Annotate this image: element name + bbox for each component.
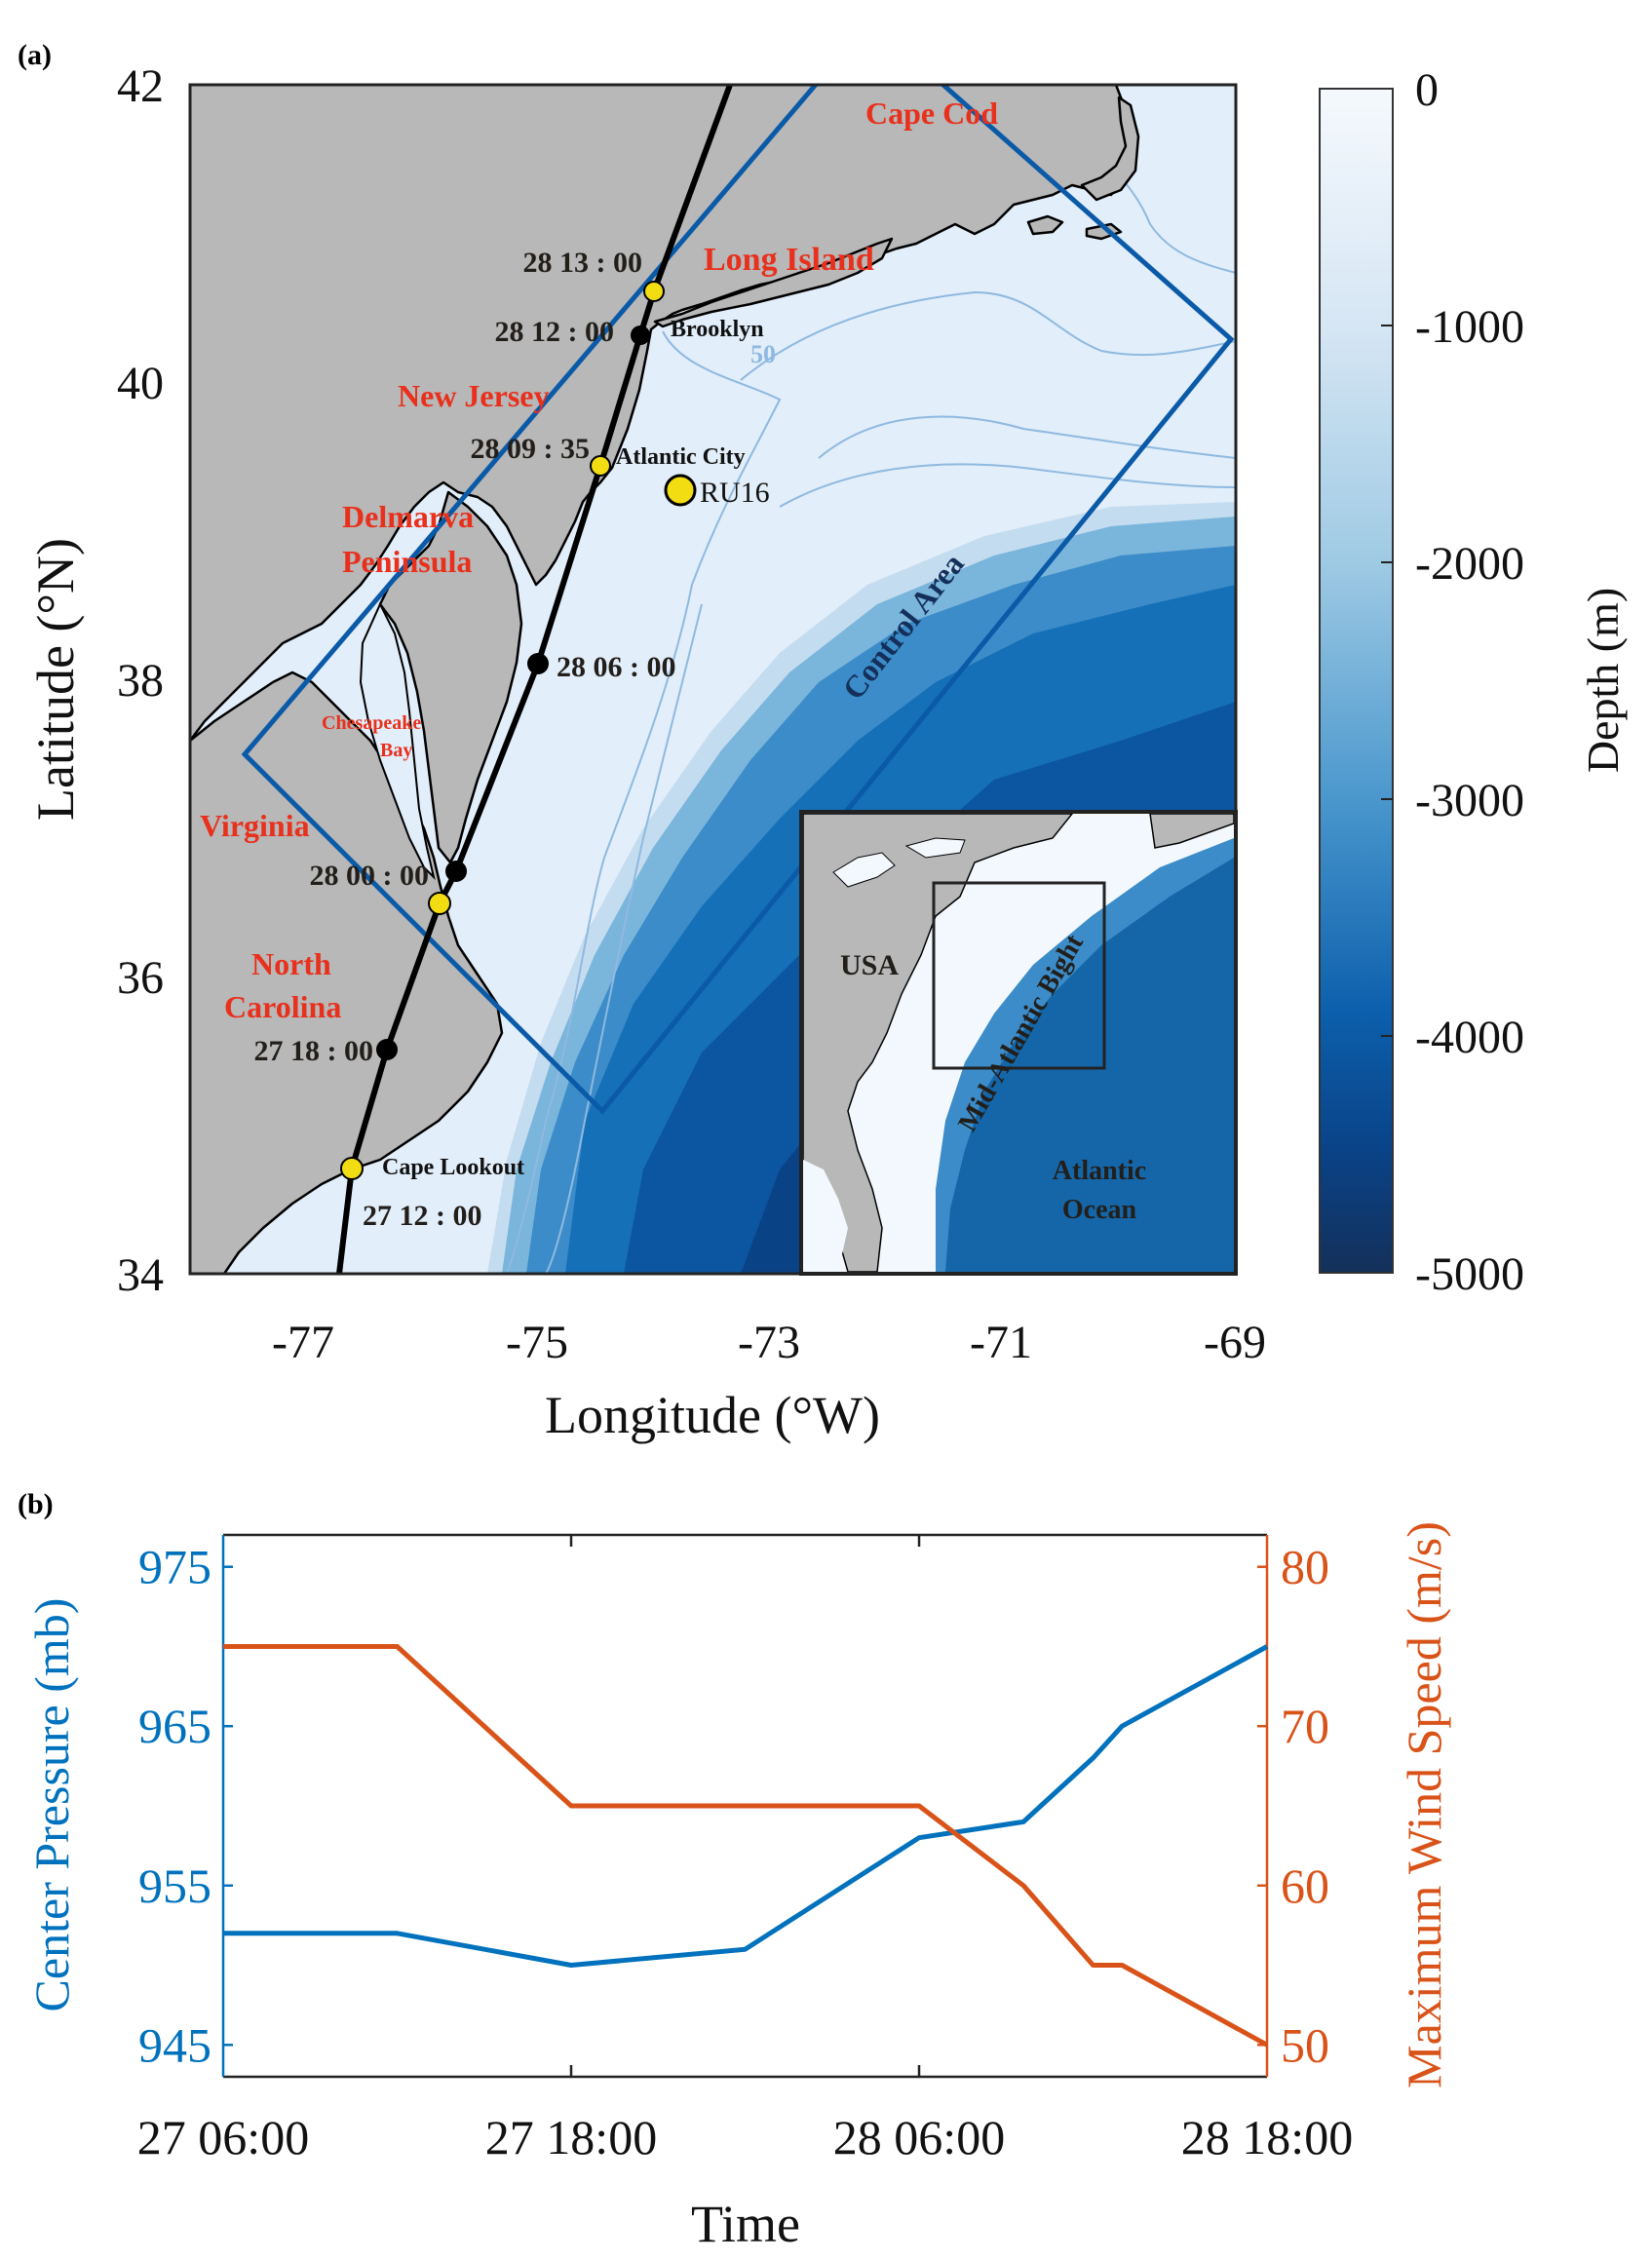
label-chesapeake: Chesapeake [322, 712, 421, 734]
lat-tick-36: 36 [117, 952, 164, 1004]
lat-tick-42: 42 [117, 60, 164, 112]
time-28-0000: 28 00 : 00 [310, 860, 430, 892]
cb-tick-5000: -5000 [1415, 1248, 1524, 1300]
label-carolina: Carolina [224, 989, 341, 1024]
lat-tick-40: 40 [117, 358, 164, 409]
landfall-marker-atlantic-city [590, 455, 611, 477]
colorbar-label: Depth (m) [1578, 588, 1628, 773]
time-28-1300: 28 13 : 00 [523, 247, 643, 279]
inset-lake-erie [832, 852, 896, 888]
panel-b-label: (b) [18, 1488, 54, 1520]
colorbar-tick-labels: 0 -1000 -2000 -3000 -4000 -5000 [1415, 64, 1524, 1300]
colorbar-ticks [1381, 325, 1393, 1037]
label-ru16: RU16 [700, 477, 770, 509]
label-long-island: Long Island [704, 242, 874, 278]
isobath-contours [506, 106, 1236, 1274]
right-y-tick-label: 60 [1281, 1858, 1329, 1913]
map-x-ticks: -77 -75 -73 -71 -69 [272, 1317, 1266, 1368]
x-tick-label: 28 18:00 [1181, 2110, 1353, 2164]
label-delmarva: Delmarva [342, 499, 474, 534]
label-atlantic-city: Atlantic City [616, 444, 746, 470]
track-point-27-1800 [376, 1039, 398, 1060]
cb-tick-4000: -4000 [1415, 1012, 1524, 1063]
depth-colorbar: 0 -1000 -2000 -3000 -4000 -5000 Depth (m… [1319, 64, 1628, 1300]
lon-tick-77: -77 [272, 1317, 334, 1368]
label-virginia: Virginia [200, 808, 310, 843]
inset-gulf-water [803, 1160, 848, 1272]
inset-map: USA Mid-Atlantic Bight Atlantic Ocean [799, 810, 1238, 1276]
lon-tick-73: -73 [738, 1317, 800, 1368]
label-brooklyn: Brooklyn [671, 317, 764, 342]
ru16-glider-marker [664, 474, 697, 507]
panel-a-label: (a) [18, 39, 52, 71]
landfall-marker-virginia [428, 892, 451, 915]
chart-left-axis-label: Center Pressure (mb) [24, 1598, 79, 2012]
map-y-ticks: 42 40 38 36 34 [117, 60, 164, 1301]
landfall-marker-long-island [643, 281, 665, 302]
right-y-tick-label: 80 [1281, 1540, 1329, 1594]
x-tick-label: 27 18:00 [485, 2110, 657, 2164]
cb-tick-2000: -2000 [1415, 538, 1524, 590]
lon-tick-75: -75 [506, 1317, 568, 1368]
left-y-tick-label: 955 [138, 1858, 211, 1913]
inset-label-usa: USA [840, 949, 899, 981]
place-labels: Brooklyn Atlantic City RU16 Cape Lookout [382, 317, 770, 1180]
lon-tick-71: -71 [970, 1317, 1032, 1368]
chart-x-axis-label: Time [691, 2195, 800, 2253]
chart-axes: 27 06:00 27 18:00 28 06:00 28 18:00 975 965 95… [137, 1533, 1353, 2164]
cb-tick-1000: -1000 [1415, 301, 1524, 353]
inset-nova-scotia [1149, 814, 1234, 849]
series-line-max-wind-speed [223, 1644, 1269, 2048]
time-27-1200: 27 12 : 00 [363, 1200, 482, 1232]
inset-study-area-box [932, 881, 1106, 1070]
right-y-tick-label: 70 [1281, 1699, 1329, 1753]
label-bay: Bay [380, 740, 412, 761]
cb-tick-3000: -3000 [1415, 775, 1524, 826]
track-time-labels: 28 13 : 00 28 12 : 00 28 09 : 35 28 06 :… [254, 247, 676, 1232]
label-new-jersey: New Jersey [398, 378, 549, 413]
label-cape-cod: Cape Cod [865, 96, 998, 131]
x-tick-label: 28 06:00 [833, 2110, 1005, 2164]
chart-right-axis-label: Maximum Wind Speed (m/s) [1397, 1521, 1451, 2088]
track-point-28-0600 [527, 653, 549, 674]
inset-label-atlantic: Atlantic [1053, 1156, 1146, 1186]
hurricane-track [336, 85, 733, 1274]
time-27-1800: 27 18 : 00 [254, 1035, 374, 1067]
track-point-28-0000 [445, 861, 467, 882]
label-cape-lookout: Cape Lookout [382, 1155, 524, 1180]
region-labels: Cape Cod Long Island New Jersey Delmarva… [200, 96, 998, 1024]
label-peninsula: Peninsula [342, 544, 472, 579]
lat-tick-38: 38 [117, 655, 164, 707]
left-y-tick-label: 965 [138, 1699, 211, 1753]
right-y-tick-label: 50 [1281, 2017, 1329, 2072]
time-28-1200: 28 12 : 00 [495, 316, 615, 348]
colorbar-gradient [1319, 88, 1394, 1274]
cb-tick-0: 0 [1415, 64, 1439, 116]
map-panel: Cape Cod Long Island New Jersey Delmarva… [190, 85, 1236, 1274]
inset-land [803, 814, 1073, 1272]
time-28-0935: 28 09 : 35 [471, 433, 591, 465]
chart-series [222, 1644, 1269, 2048]
line-chart: 27 06:00 27 18:00 28 06:00 28 18:00 975 965 95… [24, 1521, 1451, 2253]
map-x-axis-label: Longitude (°W) [545, 1386, 880, 1444]
landfall-marker-cape-lookout [340, 1157, 364, 1180]
time-28-0600: 28 06 : 00 [557, 651, 676, 683]
land [190, 85, 1140, 1274]
lat-tick-34: 34 [117, 1249, 164, 1301]
left-y-tick-label: 975 [138, 1540, 211, 1594]
inset-lake-ontario [904, 837, 966, 859]
inset-label-ocean: Ocean [1062, 1195, 1137, 1225]
left-y-tick-label: 945 [138, 2017, 211, 2072]
map-frame [188, 83, 1238, 1276]
chesapeake-bay-water [359, 601, 436, 881]
label-north: North [251, 946, 331, 981]
lon-tick-69: -69 [1204, 1317, 1266, 1368]
chart-labels: Time Center Pressure (mb) Maximum Wind S… [24, 1521, 1451, 2253]
isobath-label-50: 50 [750, 340, 776, 368]
control-area-box [241, 85, 1235, 1115]
map-y-axis-label: Latitude (°N) [26, 538, 85, 821]
track-point-28-1200 [631, 326, 650, 345]
x-tick-label: 27 06:00 [137, 2110, 309, 2164]
